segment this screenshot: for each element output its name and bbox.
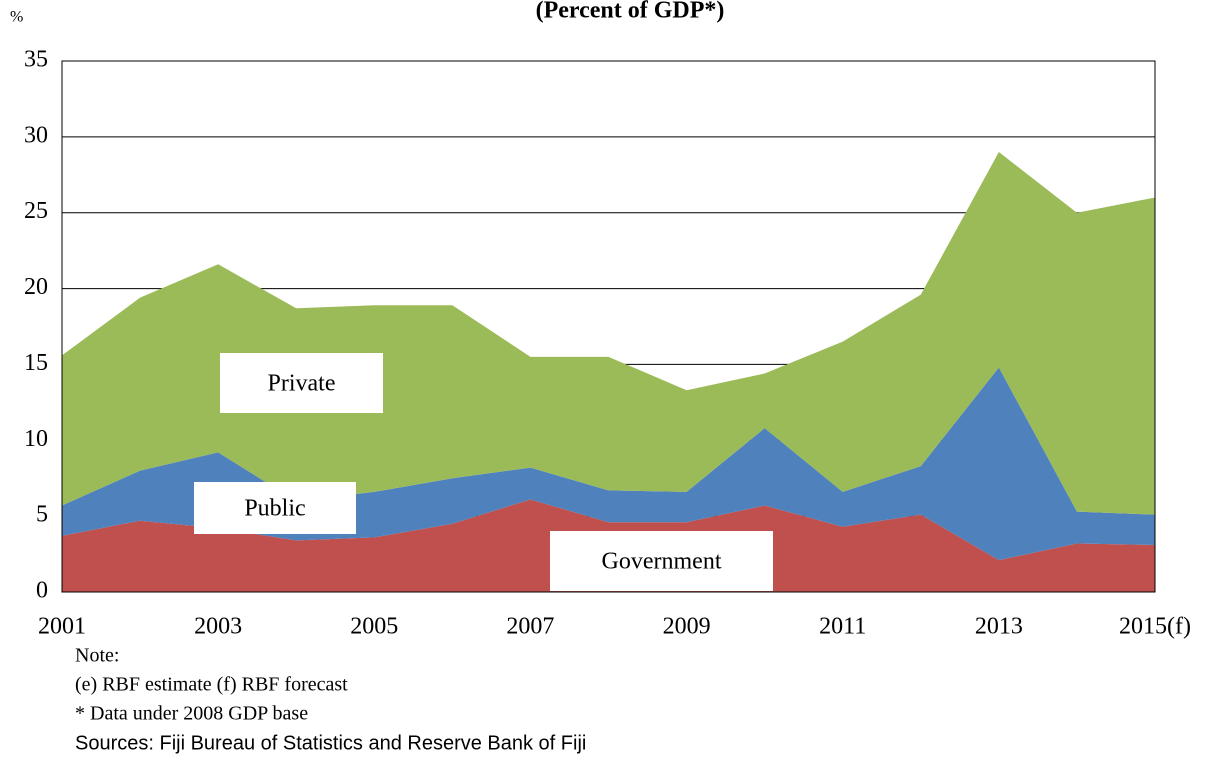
x-tick-label: 2015(f)	[1119, 614, 1191, 640]
x-tick-label: 2013	[975, 614, 1023, 640]
series-label: Government	[602, 549, 722, 575]
series-label: Public	[244, 496, 305, 522]
series-label-box	[194, 482, 356, 534]
plot-border	[61, 60, 1156, 593]
y-tick-label: 20	[24, 274, 48, 300]
x-tick-label: 2007	[506, 614, 554, 640]
series-label: Private	[268, 371, 336, 397]
x-tick-label: 2003	[194, 614, 242, 640]
x-tick-label: 2001	[38, 614, 86, 640]
y-tick-label: 35	[24, 47, 48, 73]
area	[62, 152, 1155, 515]
y-tick-label: 5	[36, 502, 48, 528]
y-tick-label: 30	[24, 122, 48, 148]
chart-title: (Percent of GDP*)	[536, 0, 725, 24]
y-tick-label: 25	[24, 198, 48, 224]
y-tick-label: 10	[24, 426, 48, 452]
x-tick-label: 2011	[819, 614, 866, 640]
series-label-box	[220, 353, 383, 413]
y-axis-label: %	[10, 9, 23, 26]
series-label-box	[550, 531, 773, 591]
note: Note:	[75, 645, 119, 667]
y-tick-label: 15	[24, 350, 48, 376]
note: * Data under 2008 GDP base	[75, 703, 308, 725]
x-tick-label: 2005	[350, 614, 398, 640]
x-tick-label: 2009	[663, 614, 711, 640]
note: (e) RBF estimate (f) RBF forecast	[75, 674, 348, 696]
y-tick-label: 0	[36, 578, 48, 604]
note: Sources: Fiji Bureau of Statistics and R…	[75, 732, 586, 754]
